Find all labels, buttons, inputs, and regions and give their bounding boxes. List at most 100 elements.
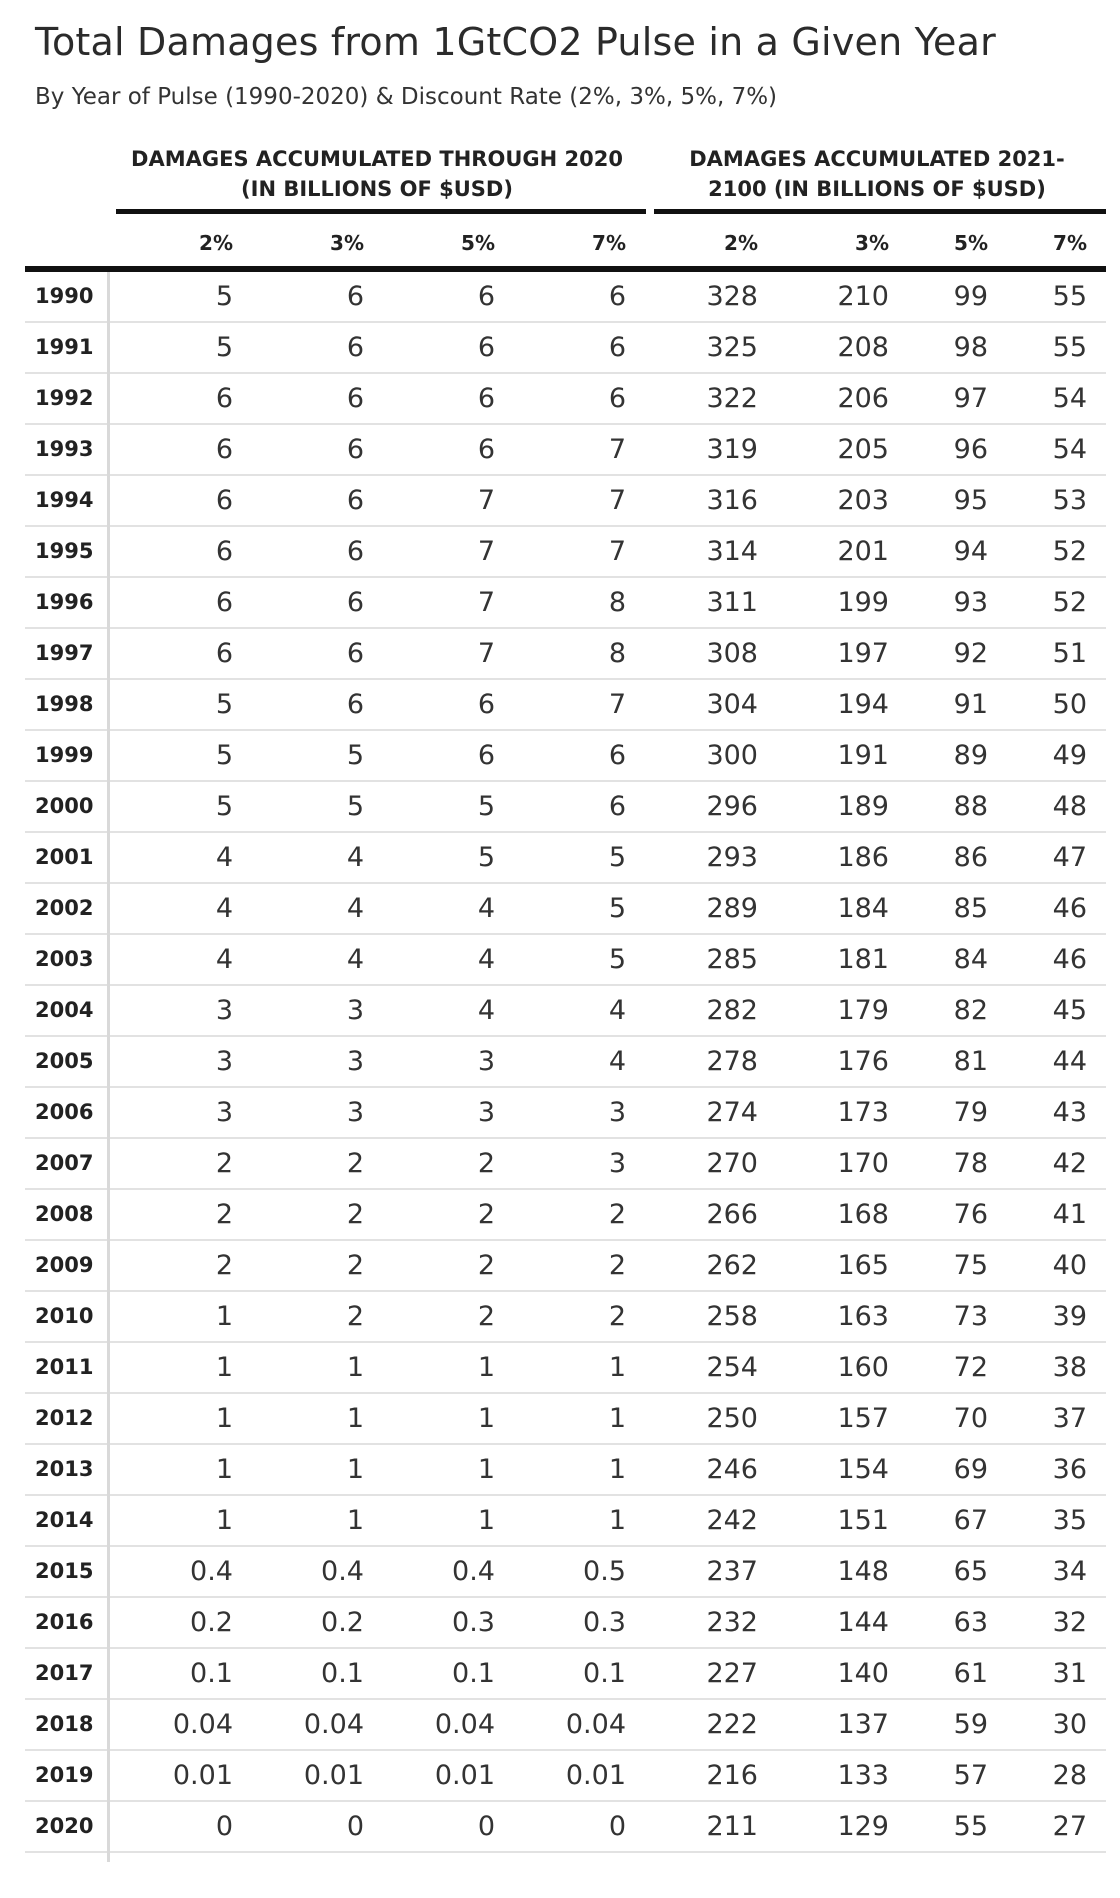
table-cell: 3 [477,1046,495,1077]
table-row: 2014 1 1 1 1 242 151 67 35 [25,1496,1106,1547]
table-row: 2006 3 3 3 3 274 173 79 43 [25,1088,1106,1139]
table-cell: 94 [953,536,988,567]
table-cell: 27 [1052,1811,1087,1842]
table-cell: 69 [953,1454,988,1485]
table-cell: 1 [608,1403,626,1434]
table-cell: 6 [346,485,364,516]
table-cell: 254 [706,1352,758,1383]
table-cell: 98 [953,332,988,363]
table-cell: 203 [837,485,889,516]
row-year-label: 2008 [35,1202,94,1226]
row-year-label: 1993 [35,437,94,461]
table-cell: 5 [477,791,495,822]
table-cell: 50 [1052,689,1087,720]
table-cell: 36 [1052,1454,1087,1485]
row-year-label: 2000 [35,794,94,818]
table-cell: 55 [1052,332,1087,363]
table-cell: 293 [706,842,758,873]
table-cell: 3 [346,1097,364,1128]
table-cell: 54 [1052,383,1087,414]
table-cell: 1 [346,1403,364,1434]
table-cell: 316 [706,485,758,516]
table-cell: 6 [608,791,626,822]
row-year-label: 1990 [35,284,94,308]
table-cell: 73 [953,1301,988,1332]
table-cell: 95 [953,485,988,516]
table-cell: 3 [608,1148,626,1179]
table-row: 2018 0.04 0.04 0.04 0.04 222 137 59 30 [25,1700,1106,1751]
table-cell: 61 [953,1658,988,1689]
table-cell: 4 [608,1046,626,1077]
table-cell: 6 [215,587,233,618]
table-cell: 1 [215,1505,233,1536]
table-cell: 6 [608,281,626,312]
row-year-label: 1995 [35,539,94,563]
table-cell: 51 [1052,638,1087,669]
table-cell: 184 [837,893,889,924]
row-year-label: 1991 [35,335,94,359]
table-row: 2017 0.1 0.1 0.1 0.1 227 140 61 31 [25,1649,1106,1700]
group-header-2021-2100-line2: 2100 (IN BILLIONS OF $USD) [708,177,1046,201]
table-cell: 59 [953,1709,988,1740]
table-cell: 70 [953,1403,988,1434]
table-cell: 0.04 [303,1709,364,1740]
table-cell: 45 [1052,995,1087,1026]
table-cell: 2 [346,1148,364,1179]
table-cell: 2 [608,1199,626,1230]
row-year-label: 2011 [35,1355,94,1379]
table-cell: 5 [608,842,626,873]
table-cell: 6 [608,332,626,363]
table-cell: 208 [837,332,889,363]
table-cell: 78 [953,1148,988,1179]
row-year-label: 1996 [35,590,94,614]
table-cell: 5 [346,740,364,771]
table-cell: 242 [706,1505,758,1536]
table-cell: 300 [706,740,758,771]
table-cell: 6 [215,383,233,414]
table-cell: 5 [215,689,233,720]
table-cell: 6 [608,383,626,414]
table-cell: 2 [215,1148,233,1179]
column-header-through-2020-7pct: 7% [592,231,626,255]
table-cell: 6 [608,740,626,771]
table-cell: 199 [837,587,889,618]
row-year-label: 2013 [35,1457,94,1481]
row-year-label: 2019 [35,1763,94,1787]
table-cell: 262 [706,1250,758,1281]
table-row: 2009 2 2 2 2 262 165 75 40 [25,1241,1106,1292]
table-cell: 160 [837,1352,889,1383]
table-cell: 2 [477,1199,495,1230]
table-cell: 2 [215,1250,233,1281]
table-cell: 0.4 [321,1556,364,1587]
table-cell: 0.4 [190,1556,233,1587]
table-cell: 7 [477,638,495,669]
table-row: 1991 5 6 6 6 325 208 98 55 [25,323,1106,374]
table-cell: 0.3 [452,1607,495,1638]
table-cell: 96 [953,434,988,465]
table-cell: 7 [477,587,495,618]
table-cell: 1 [477,1403,495,1434]
table-cell: 181 [837,944,889,975]
table-cell: 197 [837,638,889,669]
table-cell: 7 [477,536,495,567]
table-cell: 4 [346,893,364,924]
table-cell: 0.1 [321,1658,364,1689]
table-cell: 6 [346,332,364,363]
table-row: 2020 0 0 0 0 211 129 55 27 [25,1802,1106,1853]
table-cell: 296 [706,791,758,822]
table-cell: 4 [608,995,626,1026]
group-header-through-2020-line2: (IN BILLIONS OF $USD) [241,177,513,201]
table-cell: 2 [608,1301,626,1332]
table-cell: 86 [953,842,988,873]
table-cell: 151 [837,1505,889,1536]
table-row: 1997 6 6 7 8 308 197 92 51 [25,629,1106,680]
row-year-label: 2014 [35,1508,94,1532]
table-row: 2012 1 1 1 1 250 157 70 37 [25,1394,1106,1445]
table-cell: 4 [215,893,233,924]
table-cell: 0.04 [565,1709,626,1740]
table-cell: 39 [1052,1301,1087,1332]
table-row: 2016 0.2 0.2 0.3 0.3 232 144 63 32 [25,1598,1106,1649]
table-cell: 5 [346,791,364,822]
row-year-label: 2015 [35,1559,94,1583]
table-cell: 1 [477,1352,495,1383]
